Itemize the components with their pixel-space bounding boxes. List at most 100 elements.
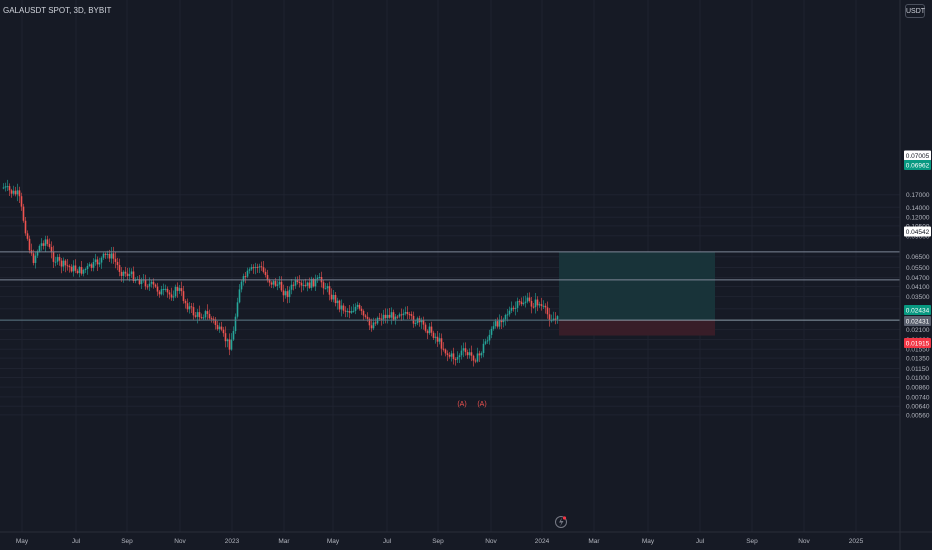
grid-lines xyxy=(0,0,900,532)
candle-body xyxy=(552,318,555,321)
candle-body xyxy=(102,253,105,258)
candle-body xyxy=(460,350,463,356)
candle-body xyxy=(508,310,511,315)
candle-body xyxy=(526,297,529,302)
candle-body xyxy=(214,319,217,325)
candle-body xyxy=(130,271,133,275)
candle-body xyxy=(42,243,45,246)
horizontal-lines[interactable] xyxy=(0,251,900,321)
candle-body xyxy=(528,297,531,301)
candle-body xyxy=(84,269,87,271)
candle-body xyxy=(346,311,349,313)
candle-body xyxy=(446,353,449,355)
price-tick-label: 0.03500 xyxy=(906,294,930,301)
candle-body xyxy=(240,281,243,290)
candle-body xyxy=(502,319,505,323)
candle-body xyxy=(366,316,369,319)
candle-body xyxy=(260,266,263,268)
candle-body xyxy=(206,311,209,314)
price-tick-label: 0.01550 xyxy=(906,347,930,354)
candle-body xyxy=(442,348,445,350)
time-tick-label: Nov xyxy=(485,538,497,545)
candle-body xyxy=(308,282,311,288)
candle-body xyxy=(228,339,231,350)
candle-body xyxy=(78,267,81,274)
candle-body xyxy=(126,273,129,277)
time-tick-label: May xyxy=(16,538,29,545)
price-label-text: 0.06962 xyxy=(906,163,930,170)
lightning-icon[interactable] xyxy=(555,516,567,528)
candle-body xyxy=(358,304,361,309)
candle-body xyxy=(26,233,29,239)
candle-body xyxy=(174,286,177,297)
candle-body xyxy=(156,286,159,292)
candle-body xyxy=(350,311,353,313)
wave-annotations[interactable]: (A) (A) xyxy=(457,401,486,408)
candle-body xyxy=(218,326,221,330)
candle-body xyxy=(252,267,255,269)
profit-zone[interactable] xyxy=(559,251,715,321)
candle-body xyxy=(66,265,69,267)
candle-body xyxy=(100,257,103,263)
candle-body xyxy=(534,299,537,308)
candle-body xyxy=(498,319,501,327)
candle-body xyxy=(270,282,273,285)
candle-body xyxy=(380,318,383,320)
wave-label-a[interactable]: (A) xyxy=(477,401,486,408)
candle-body xyxy=(330,294,333,300)
candle-body xyxy=(132,271,135,282)
price-tick-label: 0.02100 xyxy=(906,327,930,334)
price-tick-label: 0.04100 xyxy=(906,284,930,291)
time-tick-label: Nov xyxy=(174,538,186,545)
price-axis[interactable]: 0.170000.140000.120000.105000.090000.065… xyxy=(899,0,930,550)
candle-body xyxy=(146,286,149,288)
price-label-box xyxy=(904,338,931,348)
candlestick-series xyxy=(2,179,559,367)
candle-body xyxy=(116,261,119,266)
time-tick-label: Sep xyxy=(746,538,758,545)
candle-body xyxy=(422,320,425,325)
candle-body xyxy=(542,305,545,307)
candle-body xyxy=(546,307,549,315)
candle-body xyxy=(334,294,337,304)
candle-body xyxy=(208,313,211,319)
candle-body xyxy=(128,274,131,277)
candle-body xyxy=(324,288,327,290)
currency-button[interactable]: USDT xyxy=(905,4,925,18)
candle-body xyxy=(158,291,161,295)
candle-body xyxy=(194,315,197,317)
candle-body xyxy=(20,196,23,207)
candle-body xyxy=(472,355,475,361)
candle-body xyxy=(440,338,443,349)
price-tick-label: 0.17000 xyxy=(906,192,930,199)
candle-body xyxy=(316,277,319,280)
candle-body xyxy=(294,280,297,286)
candle-body xyxy=(176,286,179,291)
candle-body xyxy=(210,318,213,320)
candle-body xyxy=(496,321,499,327)
candle-body xyxy=(14,190,17,195)
candle-body xyxy=(106,254,109,256)
loss-zone[interactable] xyxy=(559,320,715,336)
time-tick-label: Jul xyxy=(696,538,705,545)
candle-body xyxy=(376,317,379,324)
candle-body xyxy=(108,254,111,259)
candle-body xyxy=(400,314,403,316)
candle-body xyxy=(432,332,435,338)
position-tool[interactable] xyxy=(559,251,715,336)
candle-body xyxy=(38,245,41,252)
time-tick-label: May xyxy=(327,538,340,545)
candle-body xyxy=(414,323,417,325)
candle-body xyxy=(36,251,39,256)
candle-body xyxy=(2,187,5,189)
candle-body xyxy=(98,262,101,265)
time-axis[interactable]: May Jul Sep Nov 2023 Mar May Jul Sep Nov 2024 Mar Ma… xyxy=(0,531,932,545)
wave-label-a[interactable]: (A) xyxy=(457,401,466,408)
candle-body xyxy=(500,319,503,323)
candle-body xyxy=(140,279,143,285)
candle-body xyxy=(304,284,307,286)
candle-body xyxy=(200,317,203,319)
candle-body xyxy=(264,271,267,276)
